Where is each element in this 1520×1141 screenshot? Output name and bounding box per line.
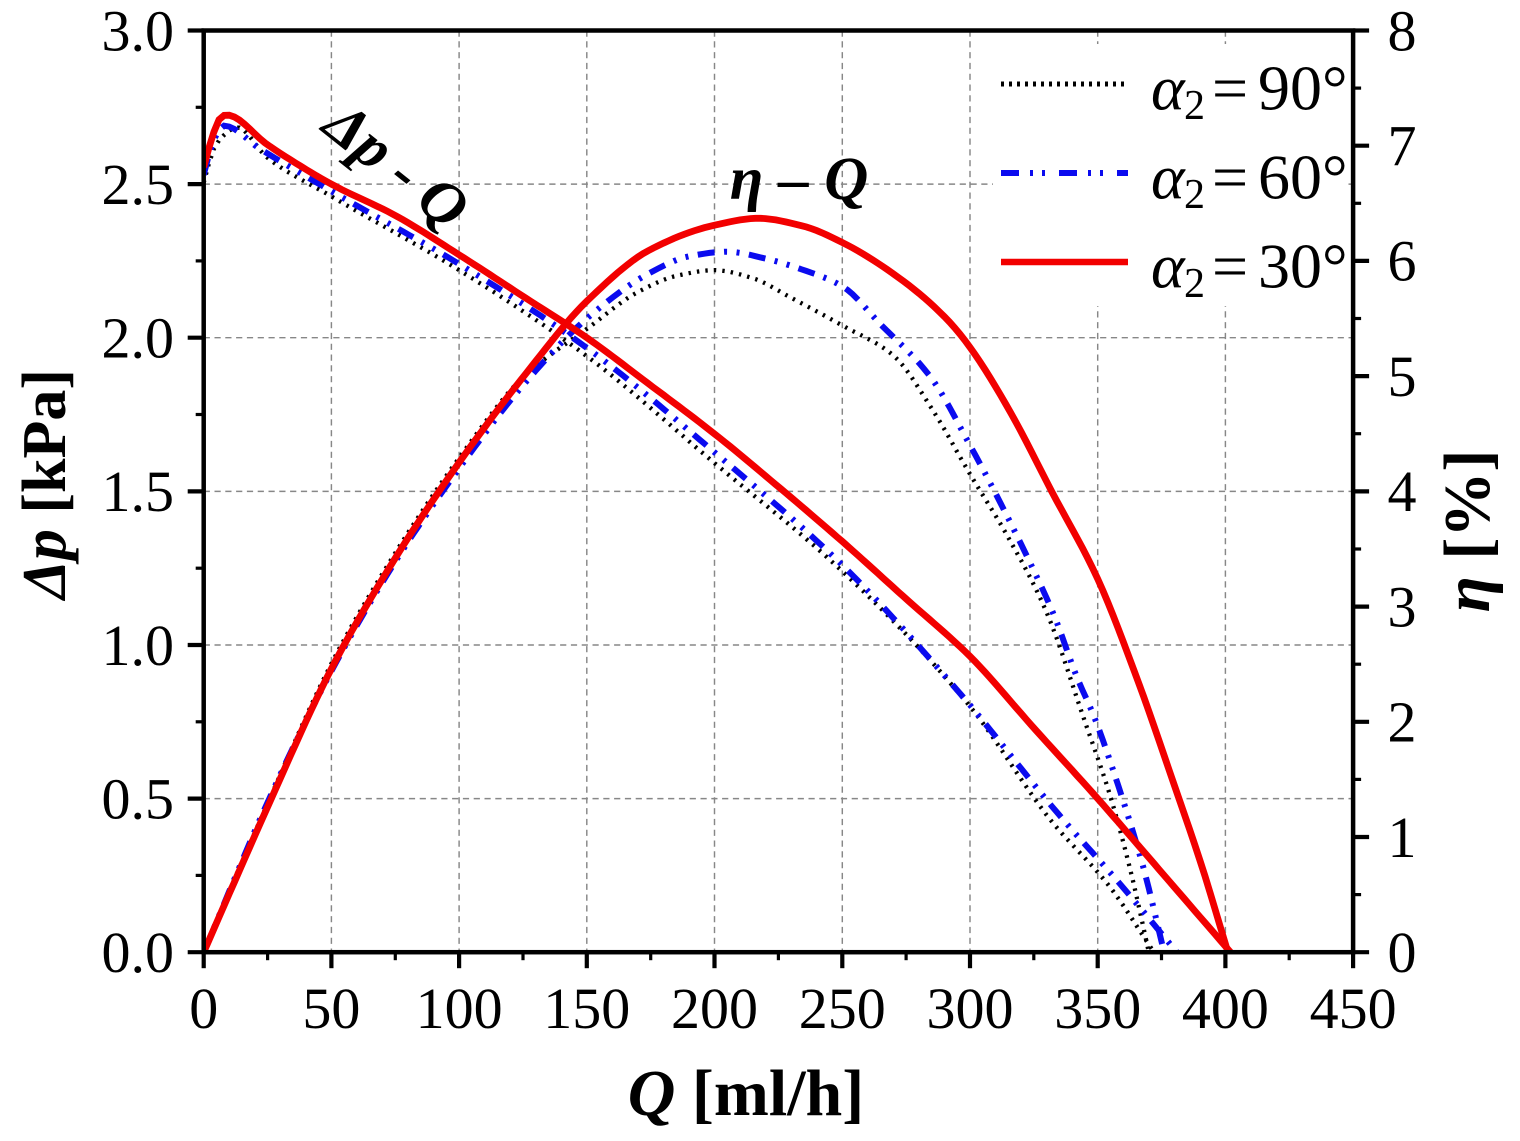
svg-text:3.0: 3.0 [102, 0, 175, 63]
svg-text:0.5: 0.5 [102, 766, 175, 831]
svg-text:6: 6 [1388, 229, 1417, 294]
svg-text:α2=60°: α2 = 60° [1151, 142, 1348, 218]
svg-text:400: 400 [1182, 976, 1269, 1041]
svg-text:α2=90°: α2 = 90° [1151, 53, 1348, 129]
svg-text:200: 200 [671, 976, 758, 1041]
svg-text:1: 1 [1388, 805, 1417, 870]
svg-text:300: 300 [927, 976, 1014, 1041]
svg-text:350: 350 [1054, 976, 1141, 1041]
svg-text:250: 250 [799, 976, 886, 1041]
svg-text:1.0: 1.0 [102, 613, 175, 678]
svg-text:100: 100 [416, 976, 503, 1041]
svg-text:1.5: 1.5 [102, 459, 175, 524]
svg-text:450: 450 [1310, 976, 1397, 1041]
svg-text:50: 50 [302, 976, 360, 1041]
svg-text:Q [ml/h]: Q [ml/h] [628, 1057, 865, 1130]
svg-text:5: 5 [1388, 344, 1417, 409]
svg-text:η [%]: η [%] [1431, 450, 1504, 613]
svg-text:α2=30°: α2 = 30° [1151, 231, 1348, 307]
svg-text:2.5: 2.5 [102, 152, 175, 217]
svg-text:2: 2 [1388, 690, 1417, 755]
svg-text:8: 8 [1388, 0, 1417, 63]
svg-text:η – Q: η – Q [730, 146, 869, 213]
svg-text:2.0: 2.0 [102, 306, 175, 371]
svg-text:150: 150 [543, 976, 630, 1041]
svg-text:4: 4 [1388, 459, 1417, 524]
svg-text:0: 0 [1388, 920, 1417, 985]
svg-text:Δp [kPa]: Δp [kPa] [11, 369, 79, 602]
svg-text:0.0: 0.0 [102, 920, 175, 985]
svg-text:0: 0 [189, 976, 218, 1041]
svg-text:3: 3 [1388, 574, 1417, 639]
svg-text:7: 7 [1388, 114, 1417, 179]
